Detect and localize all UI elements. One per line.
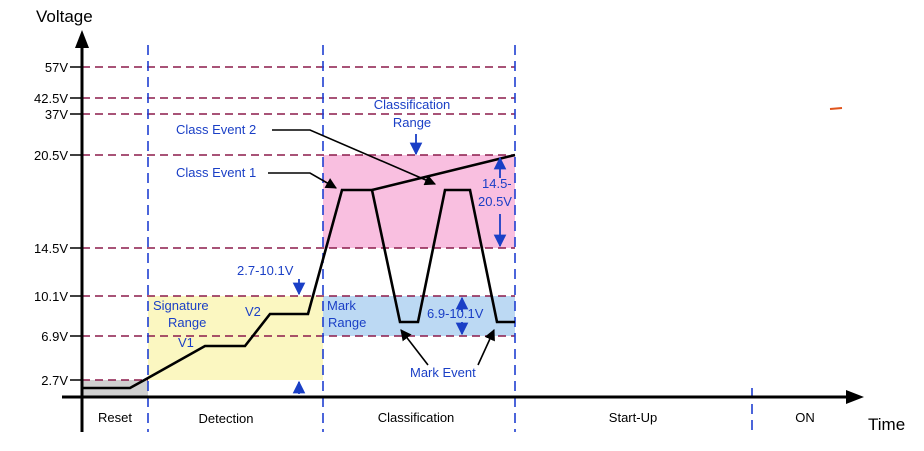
mark-event-leader-left: [400, 329, 429, 366]
range-2-7-10-1-label: 2.7-10.1V: [237, 263, 294, 278]
v2-label: V2: [245, 304, 261, 319]
class-event-1-leader: [268, 172, 337, 189]
mark-event-label: Mark Event: [410, 365, 476, 380]
signature-range-label: Signature: [153, 298, 209, 313]
phase-labels: Reset Detection Classification Start-Up …: [98, 410, 815, 426]
class-event-2-label: Class Event 2: [176, 122, 256, 137]
v1-label: V1: [178, 335, 194, 350]
class-event-1-label: Class Event 1: [176, 165, 256, 180]
ytick-label: 14.5V: [34, 241, 68, 256]
y-tick-marks: [70, 66, 82, 381]
y-tick-labels: 57V 42.5V 37V 20.5V 14.5V 10.1V 6.9V 2.7…: [34, 60, 68, 388]
voltage-waveform: [82, 188, 515, 390]
phase-label-startup: Start-Up: [609, 410, 657, 425]
stray-mark: [829, 107, 843, 110]
signature-range-region: [148, 296, 323, 380]
mark-event-leader-right: [477, 328, 495, 366]
y-axis-title: Voltage: [36, 7, 93, 26]
class-event-2-leader: [272, 129, 437, 186]
ytick-label: 10.1V: [34, 289, 68, 304]
class-event-ramp-line: [371, 153, 516, 192]
phase-dividers: [147, 45, 753, 432]
classification-range-label: Range: [393, 115, 431, 130]
range-14-5-20-5-label: 14.5-: [482, 176, 512, 191]
x-axis-title: Time: [868, 415, 905, 434]
signature-range-label: Range: [168, 315, 206, 330]
mark-range-label: Range: [328, 315, 366, 330]
axes: [62, 30, 864, 432]
ytick-label: 37V: [45, 107, 68, 122]
phase-label-reset: Reset: [98, 410, 132, 425]
ytick-label: 6.9V: [41, 329, 68, 344]
classification-range-region: [323, 155, 515, 248]
y-axis-arrowhead: [75, 30, 89, 48]
voltage-gridlines: [82, 66, 515, 381]
phase-label-classification: Classification: [378, 410, 455, 425]
mark-range-label: Mark: [327, 298, 356, 313]
range-14-5-20-5-label: 20.5V: [478, 194, 512, 209]
ytick-label: 2.7V: [41, 373, 68, 388]
ytick-label: 42.5V: [34, 91, 68, 106]
x-axis-arrowhead: [846, 390, 864, 404]
phase-label-on: ON: [795, 410, 815, 425]
range-6-9-10-1-label: 6.9-10.1V: [427, 306, 484, 321]
classification-range-label: Classification: [374, 97, 451, 112]
ytick-label: 20.5V: [34, 148, 68, 163]
ytick-label: 57V: [45, 60, 68, 75]
phase-label-detection: Detection: [199, 411, 254, 426]
